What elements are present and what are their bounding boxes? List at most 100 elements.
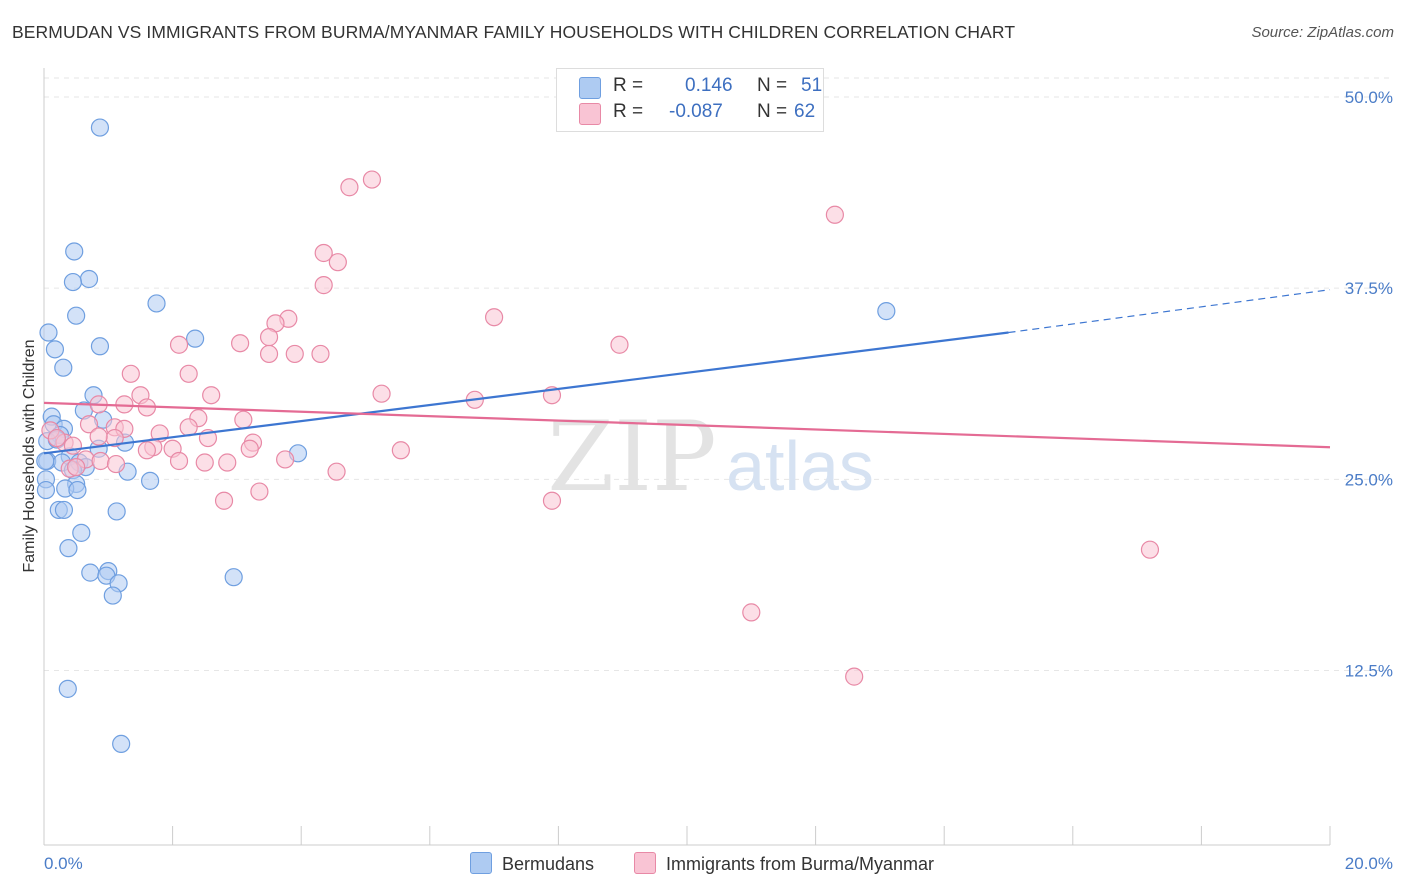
legend-n-value: 51 — [801, 75, 823, 96]
bermudan-point — [36, 480, 56, 500]
y-tick-label: 50.0% — [1345, 88, 1393, 107]
bermudan-point — [58, 679, 77, 698]
legend-n-label: N = — [757, 101, 788, 122]
burma-point — [240, 439, 259, 458]
burma-point — [259, 328, 279, 347]
burma-point — [47, 428, 66, 448]
bottom-legend-burma: Immigrants from Burma/Myanmar — [634, 852, 934, 875]
burma-point — [314, 243, 333, 263]
watermark-zip: ZIP — [547, 401, 716, 513]
data-points — [36, 118, 1160, 754]
bermudan-trend-line — [43, 331, 1009, 455]
bottom-legend-label: Bermudans — [502, 854, 595, 874]
burma-point — [231, 334, 250, 353]
burma-point — [179, 364, 198, 383]
bermudan-point — [36, 451, 55, 471]
legend-n-value: 62 — [794, 101, 816, 122]
legend-r-label: R = — [613, 75, 644, 96]
bermudan-point — [186, 329, 205, 348]
legend-swatch-pink — [579, 103, 601, 125]
burma-point — [1140, 540, 1160, 559]
bermudan-point — [63, 272, 83, 292]
burma-point — [195, 453, 214, 472]
bermudan-point — [112, 734, 131, 754]
burma-point — [485, 308, 504, 327]
bermudan-point — [65, 242, 84, 261]
burma-point — [234, 410, 253, 429]
burma-point — [63, 436, 83, 455]
burma-trend-line — [43, 401, 1331, 449]
burma-point — [169, 335, 189, 354]
x-tick-label: 20.0% — [1345, 854, 1393, 873]
burma-point — [314, 276, 333, 295]
burma-point — [276, 450, 295, 469]
y-tick-label: 12.5% — [1345, 662, 1393, 681]
legend-n-label: N = — [757, 75, 788, 96]
bermudan-point — [39, 323, 58, 342]
burma-point — [340, 178, 359, 197]
bermudan-point — [140, 471, 160, 490]
y-tick-label: 25.0% — [1345, 470, 1393, 489]
bermudan-point — [90, 337, 110, 356]
burma-point — [106, 454, 126, 474]
burma-point — [79, 415, 99, 434]
burma-point — [610, 335, 629, 354]
bermudan-point — [79, 269, 99, 289]
bermudan-point — [67, 306, 86, 325]
tick-labels: 12.5% 25.0% 37.5% 50.0% 0.0% 20.0% — [44, 88, 1393, 873]
burma-point — [91, 451, 110, 471]
burma-point — [121, 364, 140, 383]
burma-point — [825, 205, 844, 224]
bermudan-point — [54, 358, 73, 377]
bermudan-trend-extension — [1008, 289, 1331, 334]
burma-point — [362, 170, 382, 189]
bermudan-point — [72, 523, 91, 542]
burma-point — [259, 344, 279, 364]
bermudan-point — [90, 118, 110, 137]
bermudan-point — [59, 539, 78, 558]
bottom-legend-swatch-blue — [470, 852, 492, 874]
burma-point — [845, 667, 864, 686]
burma-point — [218, 453, 237, 472]
trend-lines — [43, 289, 1331, 455]
source-label: Source: ZipAtlas.com — [1251, 24, 1394, 41]
bottom-legend-swatch-pink — [634, 852, 656, 874]
bermudan-point — [68, 480, 87, 500]
burma-point — [285, 344, 304, 364]
burma-point — [137, 441, 156, 460]
correlation-legend: R = 0.146 N = 51 R = -0.087 N = 62 — [556, 68, 824, 132]
watermark-atlas: atlas — [726, 427, 874, 505]
burma-point — [202, 386, 221, 405]
bermudan-point — [81, 563, 100, 582]
legend-swatch-blue — [579, 77, 601, 99]
bottom-legend-label: Immigrants from Burma/Myanmar — [666, 854, 935, 874]
burma-point — [328, 253, 347, 272]
burma-point — [327, 462, 346, 481]
grid-lines — [44, 77, 1392, 671]
burma-point — [391, 441, 410, 460]
bermudan-point — [54, 500, 74, 520]
watermark: ZIP atlas — [547, 401, 874, 513]
burma-point — [542, 491, 562, 510]
legend-r-value: -0.087 — [669, 101, 723, 122]
burma-point — [742, 603, 761, 622]
burma-point — [250, 482, 269, 501]
burma-point — [372, 384, 391, 403]
chart-title: BERMUDAN VS IMMIGRANTS FROM BURMA/MYANMA… — [12, 22, 1016, 42]
bermudan-point — [107, 502, 126, 521]
burma-point — [214, 491, 234, 510]
bermudan-point — [103, 586, 122, 605]
bermudan-point — [877, 302, 896, 321]
y-axis-label: Family Households with Children — [21, 340, 38, 573]
legend-r-label: R = — [613, 101, 644, 122]
burma-point — [89, 427, 108, 446]
burma-point — [169, 451, 189, 471]
legend-r-value: 0.146 — [685, 75, 733, 96]
burma-point — [179, 418, 198, 437]
bermudan-point — [224, 568, 243, 587]
bermudan-point — [147, 294, 166, 313]
burma-point — [67, 457, 86, 477]
x-tick-label: 0.0% — [44, 854, 83, 873]
burma-point — [311, 344, 330, 364]
